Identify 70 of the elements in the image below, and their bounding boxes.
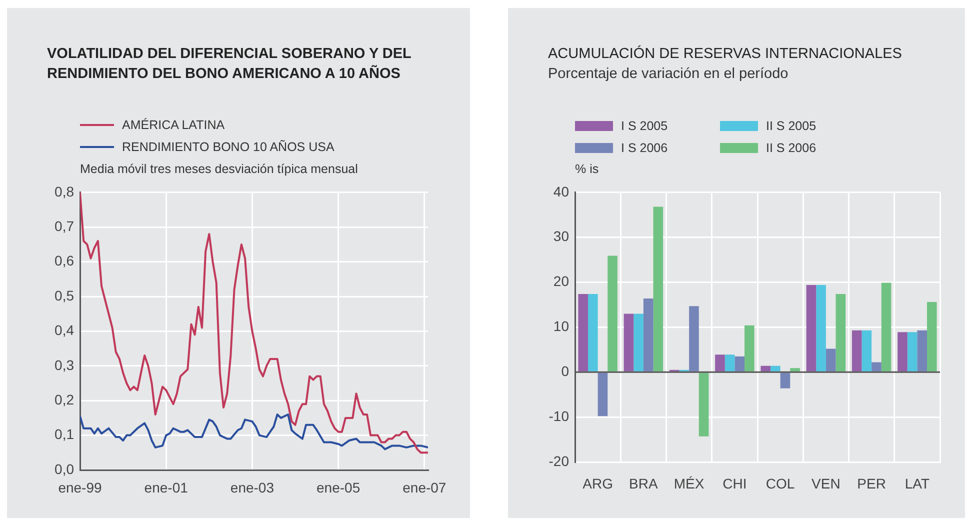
y-tick-label: 0,7 xyxy=(54,218,74,234)
bar xyxy=(907,332,918,372)
y-tick-label: 10 xyxy=(553,318,570,334)
bar xyxy=(608,256,618,372)
bar xyxy=(578,294,588,372)
y-tick-label: 0,4 xyxy=(54,322,74,338)
bar xyxy=(872,362,882,372)
bar xyxy=(926,302,937,372)
bar xyxy=(715,354,725,372)
y-tick-label: 0,2 xyxy=(54,391,74,408)
bar xyxy=(643,298,654,372)
bar xyxy=(826,348,836,372)
bar xyxy=(806,284,816,372)
y-tick-label: 20 xyxy=(553,273,570,290)
y-tick-label: 0,1 xyxy=(54,426,74,442)
bar xyxy=(588,294,598,372)
y-tick-label: -20 xyxy=(548,452,570,469)
y-tick-label: 0,0 xyxy=(54,460,74,477)
legend-label: I S 2006 xyxy=(621,141,668,155)
legend-label: AMÉRICA LATINA xyxy=(122,118,225,132)
bar xyxy=(624,314,634,372)
bar xyxy=(598,372,608,416)
bar xyxy=(816,284,826,372)
x-tick-label: ene-01 xyxy=(144,479,188,496)
legend-label: RENDIMIENTO BONO 10 AÑOS USA xyxy=(122,140,334,154)
y-tick-label: 30 xyxy=(553,228,570,244)
y-tick-label: 0 xyxy=(561,362,570,379)
chart-title: VOLATILIDAD DEL DIFERENCIAL SOBERANO Y DEL RENDIMIENTO DEL BONO AMERICANO A 10 AÑOS xyxy=(47,45,412,84)
bar xyxy=(724,354,735,372)
x-tick-label: PER xyxy=(857,475,886,492)
bar xyxy=(836,294,846,372)
bar xyxy=(698,372,709,436)
x-tick-label: MÉX xyxy=(674,475,705,492)
bar xyxy=(898,332,908,372)
x-tick-label: COL xyxy=(766,475,795,492)
bar xyxy=(634,314,644,372)
chart-title: ACUMULACIÓN DE RESERVAS INTERNACIONALES xyxy=(548,44,903,64)
bar xyxy=(780,372,790,388)
x-tick-label: LAT xyxy=(904,475,930,492)
x-tick-label: ene-05 xyxy=(316,479,360,496)
y-axis-title: Media móvil tres meses desviación típica mensual xyxy=(80,162,358,176)
x-tick-label: ene-07 xyxy=(402,479,446,496)
x-tick-label: ARG xyxy=(582,475,613,492)
y-tick-label: 0,8 xyxy=(54,183,74,200)
x-tick-label: ene-99 xyxy=(58,479,102,496)
x-tick-label: BRA xyxy=(629,475,658,492)
bar xyxy=(770,366,780,372)
bar xyxy=(689,306,699,372)
x-tick-label: CHI xyxy=(722,475,747,492)
y-tick-label: 0,5 xyxy=(54,287,74,304)
bar xyxy=(744,325,754,372)
bar xyxy=(917,330,927,372)
legend-label: II S 2005 xyxy=(766,119,816,133)
legend-label: II S 2006 xyxy=(766,141,816,155)
legend-label: I S 2005 xyxy=(621,119,668,133)
chart-subtitle: Porcentaje de variación en el período xyxy=(548,65,790,84)
x-tick-label: VEN xyxy=(812,475,840,492)
bar xyxy=(790,368,800,372)
x-tick-label: ene-03 xyxy=(230,479,274,496)
y-tick-label: -10 xyxy=(548,408,570,424)
y-axis-title: % is xyxy=(575,162,599,176)
bar xyxy=(653,206,664,372)
y-tick-label: 40 xyxy=(553,183,570,200)
bar xyxy=(852,330,862,372)
bar xyxy=(734,356,744,372)
bar xyxy=(881,282,892,372)
y-tick-label: 0,6 xyxy=(54,252,74,269)
y-tick-label: 0,3 xyxy=(54,356,74,373)
bar xyxy=(760,366,771,372)
bar xyxy=(862,330,872,372)
